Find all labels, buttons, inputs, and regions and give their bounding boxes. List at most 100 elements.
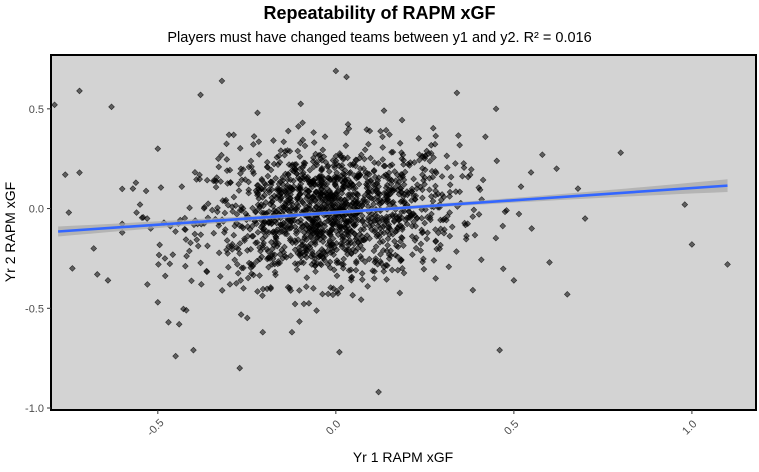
data-point: [228, 246, 236, 253]
data-point: [439, 216, 447, 224]
data-point: [267, 166, 275, 174]
data-point: [403, 220, 411, 228]
data-point: [218, 287, 226, 294]
data-point: [313, 161, 321, 169]
data-point: [377, 260, 385, 267]
data-point: [327, 189, 334, 197]
data-point: [344, 250, 351, 258]
data-point: [291, 237, 299, 244]
data-point: [311, 197, 319, 205]
data-point: [244, 232, 252, 240]
data-point: [496, 346, 503, 354]
data-point: [327, 249, 334, 256]
data-point: [364, 217, 372, 224]
data-point: [254, 109, 261, 117]
data-point: [446, 232, 454, 240]
data-point: [271, 251, 279, 259]
data-point: [346, 225, 353, 233]
data-point: [312, 189, 320, 196]
data-point: [340, 154, 348, 162]
data-point: [256, 255, 264, 263]
data-point: [230, 231, 238, 239]
data-point: [428, 210, 435, 218]
data-point: [355, 180, 363, 188]
data-point: [296, 165, 304, 173]
data-point: [339, 203, 347, 211]
data-point: [259, 328, 267, 336]
data-point: [331, 164, 338, 172]
data-point: [263, 255, 271, 263]
data-point: [426, 157, 434, 165]
data-point: [268, 260, 276, 268]
data-point: [342, 142, 350, 149]
data-point: [418, 226, 425, 234]
data-point: [347, 266, 355, 274]
data-point: [312, 268, 319, 275]
data-point: [280, 138, 288, 146]
data-point: [233, 244, 240, 251]
data-point: [305, 243, 312, 250]
data-point: [339, 235, 346, 243]
data-point: [407, 212, 414, 219]
data-point: [284, 225, 291, 233]
data-point: [255, 151, 263, 158]
data-point: [293, 266, 301, 273]
data-point: [370, 275, 378, 282]
data-point: [254, 229, 262, 236]
data-point: [363, 126, 371, 133]
data-point: [245, 178, 252, 186]
data-point: [479, 176, 487, 184]
data-point: [293, 194, 301, 201]
data-point: [383, 276, 390, 283]
data-point: [432, 275, 439, 282]
data-point: [271, 217, 279, 225]
fit-line-layer: [58, 184, 728, 233]
data-point: [226, 280, 234, 288]
data-point: [257, 247, 264, 255]
data-point: [322, 202, 330, 210]
data-point: [413, 185, 421, 192]
data-point: [261, 180, 269, 187]
data-point: [258, 185, 266, 193]
data-point: [421, 155, 429, 162]
data-point: [249, 204, 256, 212]
data-point: [411, 196, 419, 203]
data-point: [432, 182, 439, 190]
data-point: [249, 232, 257, 240]
data-point: [108, 103, 115, 111]
y-tick-label: 0.0: [29, 204, 44, 216]
plot-panel: [50, 54, 757, 411]
data-point: [325, 162, 332, 170]
data-point: [527, 169, 535, 176]
data-point: [182, 262, 189, 270]
data-point: [352, 184, 359, 192]
data-point: [255, 138, 263, 145]
data-point: [254, 190, 262, 198]
data-point: [356, 154, 364, 162]
data-point: [157, 184, 165, 191]
data-point: [197, 259, 204, 267]
data-point: [370, 200, 377, 208]
data-point: [338, 243, 346, 250]
data-point: [302, 245, 309, 252]
data-point: [383, 181, 391, 189]
data-point: [380, 267, 388, 275]
data-point: [326, 176, 334, 184]
points-layer: [51, 67, 731, 396]
data-point: [375, 388, 382, 396]
data-point: [224, 180, 231, 187]
data-point: [197, 231, 205, 239]
data-point: [431, 140, 439, 148]
data-point: [165, 318, 172, 326]
data-point: [272, 271, 279, 279]
data-point: [303, 236, 310, 244]
data-point: [724, 261, 731, 268]
data-point: [290, 183, 298, 190]
data-point: [338, 162, 346, 169]
data-point: [154, 145, 162, 153]
data-point: [339, 183, 347, 191]
data-point: [286, 147, 294, 155]
data-point: [469, 286, 477, 294]
data-point: [51, 101, 58, 109]
data-point: [166, 260, 174, 268]
